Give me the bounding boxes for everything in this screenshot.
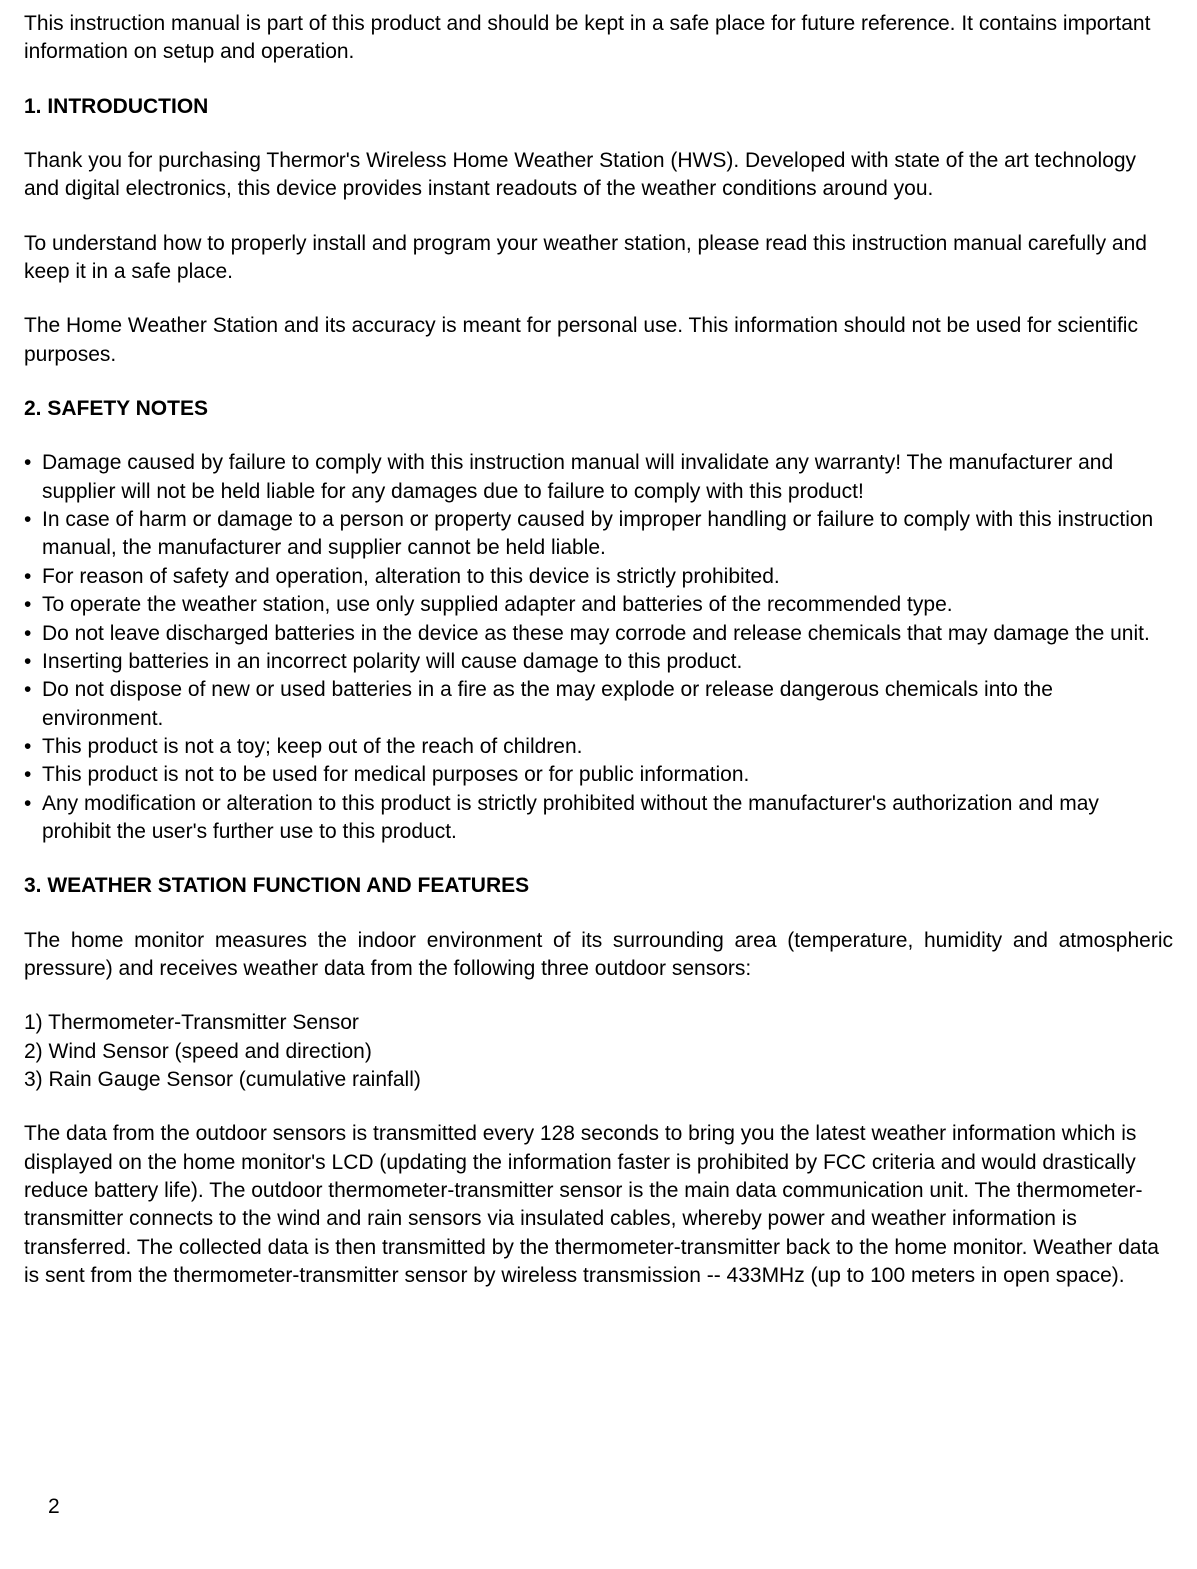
heading-introduction: 1. INTRODUCTION [24, 93, 1173, 121]
safety-bullet-text: For reason of safety and operation, alte… [42, 563, 1173, 591]
safety-bullet-item: •To operate the weather station, use onl… [24, 591, 1173, 619]
safety-bullet-text: Damage caused by failure to comply with … [42, 449, 1173, 506]
bullet-icon: • [24, 449, 42, 477]
safety-bullet-item: •In case of harm or damage to a person o… [24, 506, 1173, 563]
safety-bullet-text: Inserting batteries in an incorrect pola… [42, 648, 1173, 676]
bullet-icon: • [24, 790, 42, 818]
safety-bullet-item: •For reason of safety and operation, alt… [24, 563, 1173, 591]
safety-bullet-text: This product is not to be used for medic… [42, 761, 1173, 789]
safety-bullet-text: Do not dispose of new or used batteries … [42, 676, 1173, 733]
bullet-icon: • [24, 761, 42, 789]
safety-bullet-item: •Damage caused by failure to comply with… [24, 449, 1173, 506]
page-number: 2 [48, 1493, 60, 1521]
bullet-icon: • [24, 563, 42, 591]
heading-safety-notes: 2. SAFETY NOTES [24, 395, 1173, 423]
safety-bullet-text: Do not leave discharged batteries in the… [42, 620, 1173, 648]
manual-page: This instruction manual is part of this … [24, 10, 1173, 1545]
safety-bullet-text: In case of harm or damage to a person or… [42, 506, 1173, 563]
intro-text-3: The Home Weather Station and its accurac… [24, 312, 1173, 369]
intro-paragraph: This instruction manual is part of this … [24, 10, 1173, 67]
intro-text-2: To understand how to properly install an… [24, 230, 1173, 287]
safety-bullet-list: •Damage caused by failure to comply with… [24, 449, 1173, 846]
bullet-icon: • [24, 733, 42, 761]
sensor-list-item: 3) Rain Gauge Sensor (cumulative rainfal… [24, 1066, 1173, 1094]
bullet-icon: • [24, 506, 42, 534]
bullet-icon: • [24, 591, 42, 619]
safety-bullet-item: •Any modification or alteration to this … [24, 790, 1173, 847]
sensor-list-item: 2) Wind Sensor (speed and direction) [24, 1038, 1173, 1066]
safety-bullet-item: •Do not dispose of new or used batteries… [24, 676, 1173, 733]
safety-bullet-item: •This product is not to be used for medi… [24, 761, 1173, 789]
sensor-list-item: 1) Thermometer-Transmitter Sensor [24, 1009, 1173, 1037]
features-intro: The home monitor measures the indoor env… [24, 927, 1173, 984]
safety-bullet-item: •Inserting batteries in an incorrect pol… [24, 648, 1173, 676]
safety-bullet-text: Any modification or alteration to this p… [42, 790, 1173, 847]
heading-features: 3. WEATHER STATION FUNCTION AND FEATURES [24, 872, 1173, 900]
bullet-icon: • [24, 620, 42, 648]
bullet-icon: • [24, 648, 42, 676]
features-detail: The data from the outdoor sensors is tra… [24, 1120, 1173, 1290]
safety-bullet-text: This product is not a toy; keep out of t… [42, 733, 1173, 761]
sensor-numbered-list: 1) Thermometer-Transmitter Sensor2) Wind… [24, 1009, 1173, 1094]
bullet-icon: • [24, 676, 42, 704]
safety-bullet-item: •This product is not a toy; keep out of … [24, 733, 1173, 761]
safety-bullet-item: •Do not leave discharged batteries in th… [24, 620, 1173, 648]
intro-text-1: Thank you for purchasing Thermor's Wirel… [24, 147, 1173, 204]
safety-bullet-text: To operate the weather station, use only… [42, 591, 1173, 619]
